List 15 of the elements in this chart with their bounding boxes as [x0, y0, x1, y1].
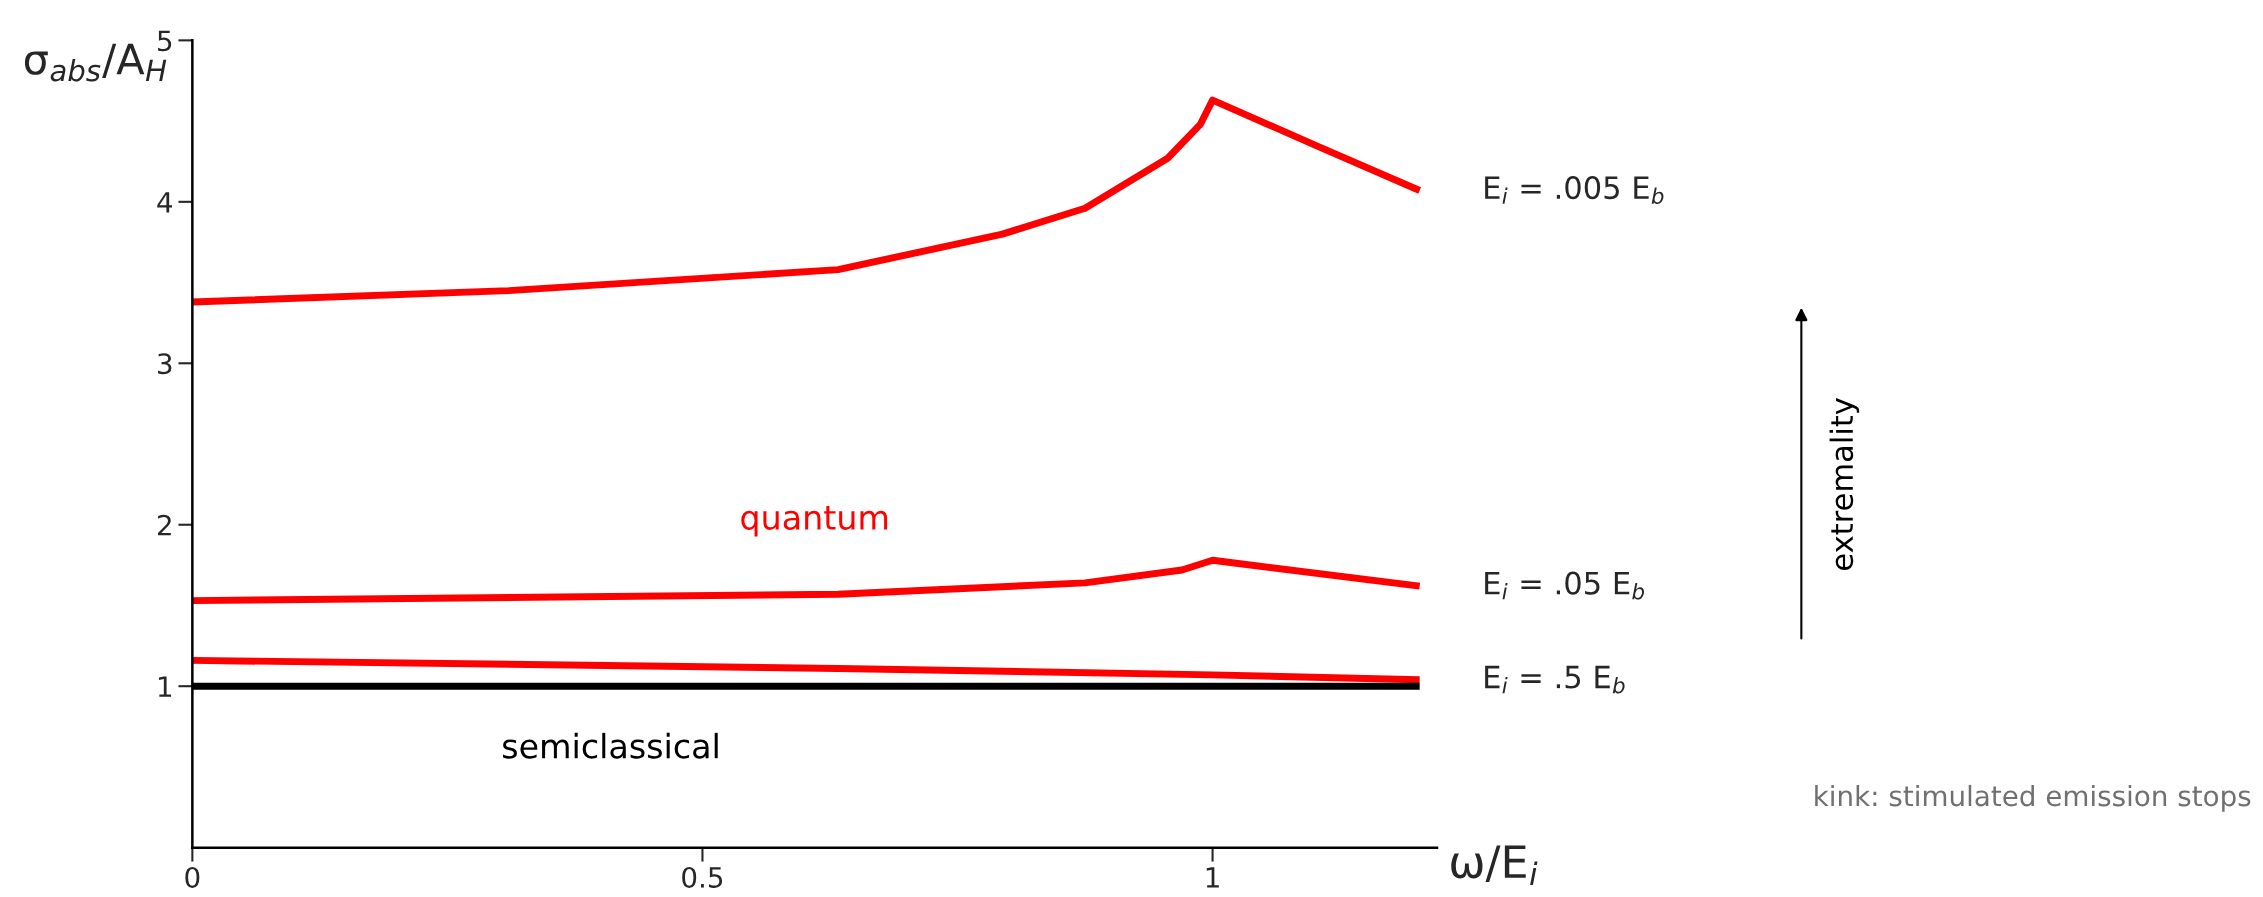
text: extremality: [1829, 398, 1860, 570]
y-tick-label: 2: [157, 514, 171, 536]
y-tick-label: 4: [157, 192, 173, 213]
x-tick-label: 0.5: [682, 866, 723, 888]
annotation: semiclassical: [503, 732, 718, 759]
x-axis-title: ω/E$_{i}$: [1451, 845, 1538, 886]
y-tick-label: 1: [158, 676, 172, 697]
x-tick-label: 0: [185, 866, 200, 888]
text: kink: stimulated emission stops: [1815, 784, 2251, 812]
y-tick-label: 3: [158, 353, 172, 375]
annotation: quantum: [741, 506, 888, 537]
text: E$_{i}$ = .005 E$_{b}$: [1485, 176, 1664, 205]
text: E$_{i}$ = .05 E$_{b}$: [1485, 571, 1645, 600]
text: E$_{i}$ = .5 E$_{b}$: [1485, 665, 1625, 694]
x-tick-label: 1: [1206, 867, 1219, 888]
